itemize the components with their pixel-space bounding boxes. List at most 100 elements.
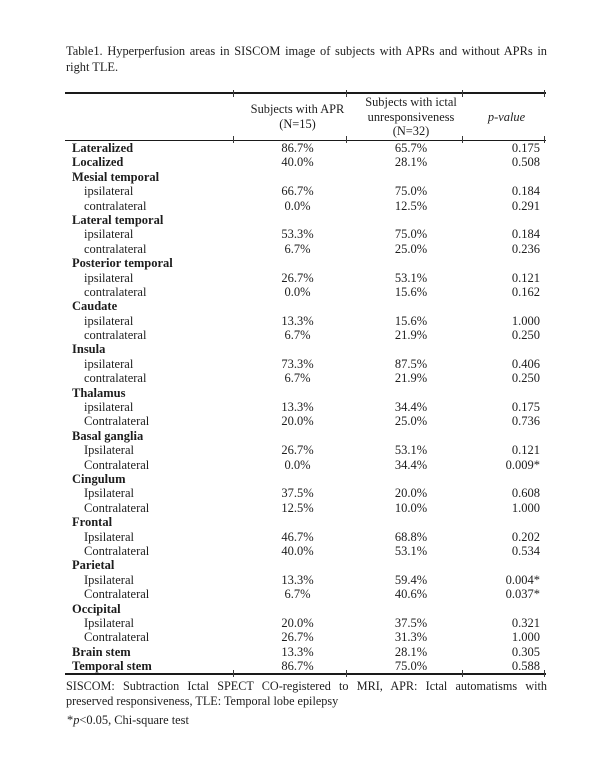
header-cell-region — [65, 94, 240, 140]
table-row: contralateral 6.7% 21.9% 0.250 — [65, 371, 546, 385]
apr-value: 37.5% — [281, 486, 314, 501]
row-label: Brain stem — [72, 644, 131, 659]
column-rule-tick — [233, 670, 234, 678]
apr-value — [240, 602, 355, 616]
p-value-cell: 0.175 — [511, 400, 540, 415]
p-value-cell: 0.534 — [511, 543, 540, 558]
p-value-cell — [467, 299, 546, 313]
unresponsive-value: 65.7% — [394, 141, 428, 155]
table-row: Basal ganglia — [65, 429, 546, 443]
table-title: Table1. Hyperperfusion areas in SISCOM i… — [66, 44, 547, 75]
row-label: contralateral — [84, 328, 147, 343]
apr-value: 0.0% — [284, 457, 311, 472]
significance-star: * — [67, 713, 74, 727]
p-value-cell — [467, 472, 546, 486]
apr-value — [240, 342, 355, 356]
table-row: Cingulum — [65, 472, 546, 486]
header-cell-unresponsiveness: Subjects with ictal unresponsiveness (N=… — [365, 94, 457, 139]
unresponsive-value: 68.8% — [394, 529, 428, 544]
p-value-cell: 0.009* — [505, 457, 540, 472]
p-value-cell: 0.037* — [505, 587, 540, 602]
row-label: contralateral — [84, 284, 147, 299]
row-label: Contralateral — [84, 457, 150, 472]
unresponsive-value — [355, 515, 467, 529]
apr-value: 26.7% — [281, 270, 314, 285]
row-label: Frontal — [72, 515, 113, 530]
column-rule-tick — [346, 90, 347, 97]
apr-value: 12.5% — [281, 500, 314, 515]
row-label: Temporal stem — [72, 659, 152, 674]
apr-value: 6.7% — [284, 371, 311, 386]
table-row: Ipsilateral 26.7% 53.1% 0.121 — [65, 443, 546, 457]
apr-value — [240, 299, 355, 313]
apr-value: 73.3% — [281, 356, 314, 371]
row-label: ipsilateral — [84, 313, 134, 328]
table-row: Ipsilateral 37.5% 20.0% 0.608 — [65, 486, 546, 500]
unresponsive-value: 28.1% — [394, 155, 428, 170]
footnote-abbreviations: SISCOM: Subtraction Ictal SPECT CO-regis… — [66, 679, 547, 710]
p-value-cell: 1.000 — [511, 630, 540, 645]
table-row: Ipsilateral 13.3% 59.4% 0.004* — [65, 573, 546, 587]
p-value-cell: 0.184 — [511, 184, 540, 199]
header-cell-p-value: p-value — [487, 109, 526, 124]
apr-value: 6.7% — [284, 328, 311, 343]
apr-value: 86.7% — [281, 141, 314, 155]
header-cell-apr: Subjects with APR (N=15) — [250, 102, 345, 131]
row-label: Contralateral — [84, 630, 150, 645]
apr-value — [240, 170, 355, 184]
row-label: contralateral — [84, 241, 147, 256]
table-row: ipsilateral 26.7% 53.1% 0.121 — [65, 271, 546, 285]
p-value-cell: 0.305 — [511, 644, 540, 659]
apr-value: 40.0% — [281, 155, 314, 170]
apr-value: 26.7% — [281, 443, 314, 458]
table-title-line2: right TLE. — [66, 59, 119, 74]
table-row: contralateral 6.7% 25.0% 0.236 — [65, 242, 546, 256]
row-label: Lateralized — [72, 141, 134, 155]
p-value-cell: 0.121 — [511, 443, 540, 458]
apr-value: 40.0% — [281, 543, 314, 558]
row-label: Lateral temporal — [72, 212, 164, 227]
table-row: Contralateral 12.5% 10.0% 1.000 — [65, 501, 546, 515]
apr-value — [240, 558, 355, 572]
row-label: ipsilateral — [84, 184, 134, 199]
p-value-cell: 0.121 — [511, 270, 540, 285]
p-value-cell — [467, 602, 546, 616]
apr-value: 6.7% — [284, 587, 311, 602]
table-row: Lateralized 86.7% 65.7% 0.175 — [65, 141, 546, 155]
unresponsive-value — [355, 386, 467, 400]
apr-value: 6.7% — [284, 241, 311, 256]
p-value-cell: 1.000 — [511, 313, 540, 328]
unresponsive-value: 87.5% — [394, 356, 428, 371]
unresponsive-value — [355, 256, 467, 270]
table-row: Parietal — [65, 558, 546, 572]
p-value-cell: 0.175 — [511, 141, 540, 155]
row-label: Basal ganglia — [72, 428, 144, 443]
table-row: Ipsilateral 20.0% 37.5% 0.321 — [65, 616, 546, 630]
row-label: contralateral — [84, 198, 147, 213]
p-value-cell — [467, 515, 546, 529]
table-body: Lateralized 86.7% 65.7% 0.175 Localized 40.0%… — [65, 141, 546, 673]
table-row: Ipsilateral 46.7% 68.8% 0.202 — [65, 530, 546, 544]
row-label: Thalamus — [72, 385, 126, 400]
unresponsive-value: 28.1% — [394, 644, 428, 659]
unresponsive-value: 31.3% — [394, 630, 428, 645]
p-value-cell: 0.004* — [505, 572, 540, 587]
apr-value: 26.7% — [281, 630, 314, 645]
apr-value — [240, 213, 355, 227]
p-value-cell: 0.250 — [511, 328, 540, 343]
unresponsive-value — [355, 299, 467, 313]
p-value-cell — [467, 386, 546, 400]
table-row: Insula — [65, 342, 546, 356]
table-row: Contralateral 26.7% 31.3% 1.000 — [65, 630, 546, 644]
table-row: Contralateral 20.0% 25.0% 0.736 — [65, 414, 546, 428]
significance-rest: <0.05, Chi-square test — [79, 713, 189, 727]
row-label: Contralateral — [84, 414, 150, 429]
table-row: contralateral 6.7% 21.9% 0.250 — [65, 328, 546, 342]
apr-value: 20.0% — [281, 615, 314, 630]
unresponsive-value: 53.1% — [394, 443, 428, 458]
unresponsive-value: 12.5% — [394, 198, 428, 213]
table-row: ipsilateral 66.7% 75.0% 0.184 — [65, 184, 546, 198]
apr-value — [240, 386, 355, 400]
row-label: Contralateral — [84, 500, 150, 515]
row-label: Caudate — [72, 299, 118, 314]
